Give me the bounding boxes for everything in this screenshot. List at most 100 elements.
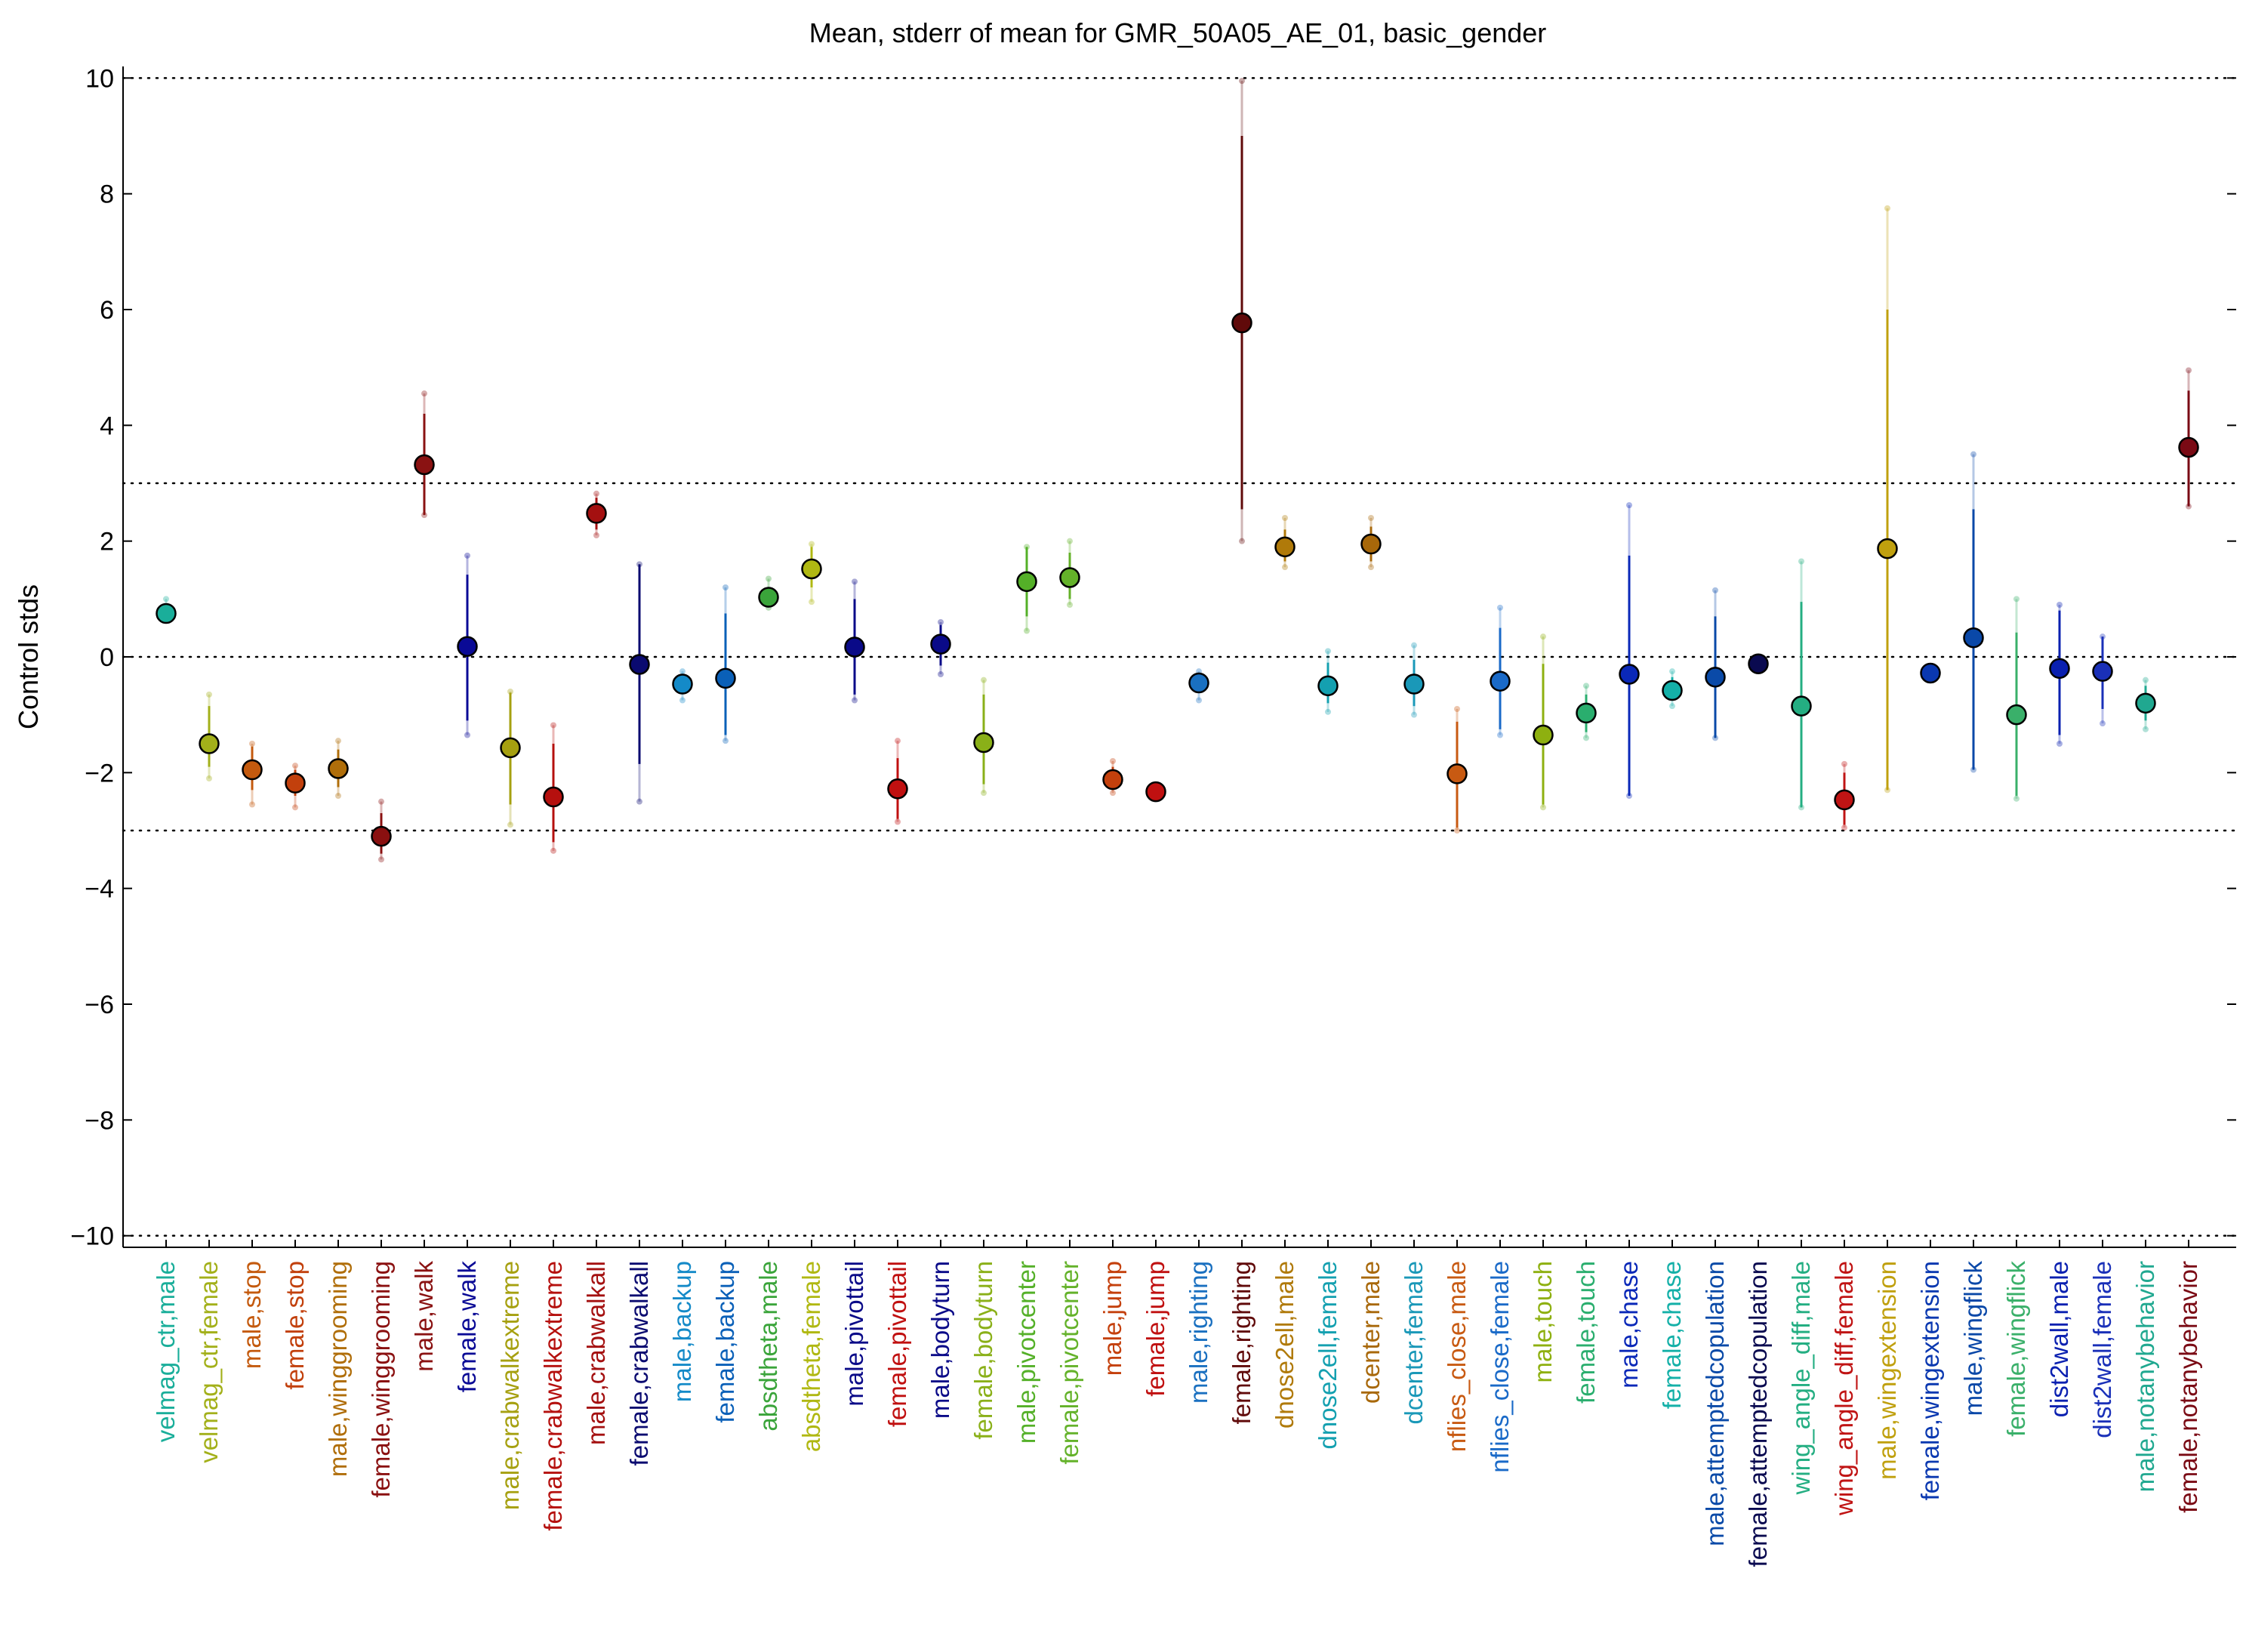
range-end-dot [163,596,169,603]
range-end-dot [2057,602,2063,608]
mean-marker [1317,675,1339,697]
mean-marker [457,636,478,657]
category-label: female,pivottail [883,1261,911,1427]
category-label: male,notanybehavior [2131,1261,2159,1492]
category-label: female,bodyturn [969,1261,997,1440]
category-label: velmag_ctr,male [152,1261,180,1442]
mean-marker [2092,661,2113,682]
category-label: female,notanybehavior [2174,1261,2202,1513]
range-end-dot [1454,828,1460,834]
mean-marker [1188,672,1209,694]
category-label: wing_angle_diff,female [1830,1261,1858,1516]
category-label: male,attemptedcopulation [1701,1261,1729,1546]
category-label: female,wingflick [2002,1261,2030,1437]
mean-marker [371,825,392,847]
y-tick-label: −4 [85,875,114,904]
category-label: dist2wall,female [2088,1261,2116,1438]
category-label: male,backup [668,1261,696,1402]
category-label: female,walk [453,1261,481,1393]
category-label: dnose2ell,male [1271,1261,1299,1429]
range-end-dot [1067,602,1073,608]
range-end-dot [1798,558,1804,565]
category-label: absdtheta,male [754,1261,782,1432]
category-labels: velmag_ctr,male velmag_ctr,female male,sto… [152,1261,2202,1567]
range-end-dot [1841,760,1847,767]
category-label: female,crabwalkall [625,1261,653,1466]
range-end-dot [852,578,858,585]
y-tick-label: 4 [100,411,114,440]
range-end-dot [1454,706,1460,712]
range-end-dot [1368,515,1374,521]
category-label: female,jump [1141,1261,1169,1397]
category-label: male,wingflick [1959,1261,1987,1416]
category-label: female,backup [711,1261,739,1423]
category-label: female,chase [1658,1261,1686,1409]
range-end-dot [852,697,858,704]
mean-marker [1016,571,1037,593]
range-end-dot [981,677,987,683]
mean-marker [543,786,564,808]
mean-marker [1360,533,1382,555]
range-end-dot [679,697,686,704]
range-end-dot [421,390,427,397]
mean-marker [629,654,650,675]
range-end-dot [1239,538,1245,544]
range-end-dot [1841,824,1847,831]
range-end-dot [550,722,556,729]
mean-marker [2135,692,2156,714]
mean-marker [930,633,951,655]
range-end-dot [2057,741,2063,747]
range-end-dot [249,801,255,808]
range-end-dot [335,738,341,744]
mean-marker [758,587,779,608]
range-end-dot [1497,604,1503,611]
mean-marker [1576,702,1597,724]
mean-marker [1877,538,1898,559]
mean-marker [1446,763,1468,784]
y-tick-label: −10 [70,1222,114,1251]
mean-marker [328,758,349,779]
mean-marker [1834,789,1855,811]
range-end-dot [292,763,298,769]
y-tick-label: −2 [85,759,114,787]
mean-marker [1231,312,1252,334]
category-label: male,wingextension [1873,1261,1901,1480]
y-tick-label: 10 [85,64,114,93]
range-end-dot [2186,367,2192,374]
range-end-dot [1884,205,1890,211]
mean-marker [285,772,306,794]
range-end-dot [766,575,772,582]
y-tick-label: 8 [100,180,114,209]
range-end-dot [2143,677,2149,683]
mean-marker [887,778,908,800]
category-label: female,touch [1572,1261,1600,1404]
category-label: male,bodyturn [926,1261,954,1419]
range-end-dot [809,541,815,547]
mean-marker [801,558,822,580]
y-tick-label: 6 [100,296,114,325]
range-end-dot [292,804,298,811]
range-end-dot [1368,564,1374,571]
range-end-dot [1540,633,1546,640]
category-label: dcenter,female [1400,1261,1428,1424]
category-label: male,winggrooming [324,1261,352,1477]
range-end-dot [1024,627,1030,634]
range-end-dot [895,738,901,744]
range-end-dot [1970,451,1976,458]
mean-marker [1705,667,1726,688]
category-label: absdtheta,female [797,1261,825,1452]
range-end-dot [2143,726,2149,732]
range-end-dot [981,790,987,797]
range-end-dot [1067,538,1073,544]
range-end-dot [206,775,212,781]
mean-marker [1145,781,1166,803]
mean-marker [1533,724,1554,746]
mean-marker [2049,658,2070,680]
range-end-dot [895,818,901,825]
mean-marker [242,759,263,781]
mean-marker [156,603,177,624]
mean-marker [844,636,865,658]
mean-marker [1662,680,1683,701]
category-label: nflies_close,female [1486,1261,1514,1473]
